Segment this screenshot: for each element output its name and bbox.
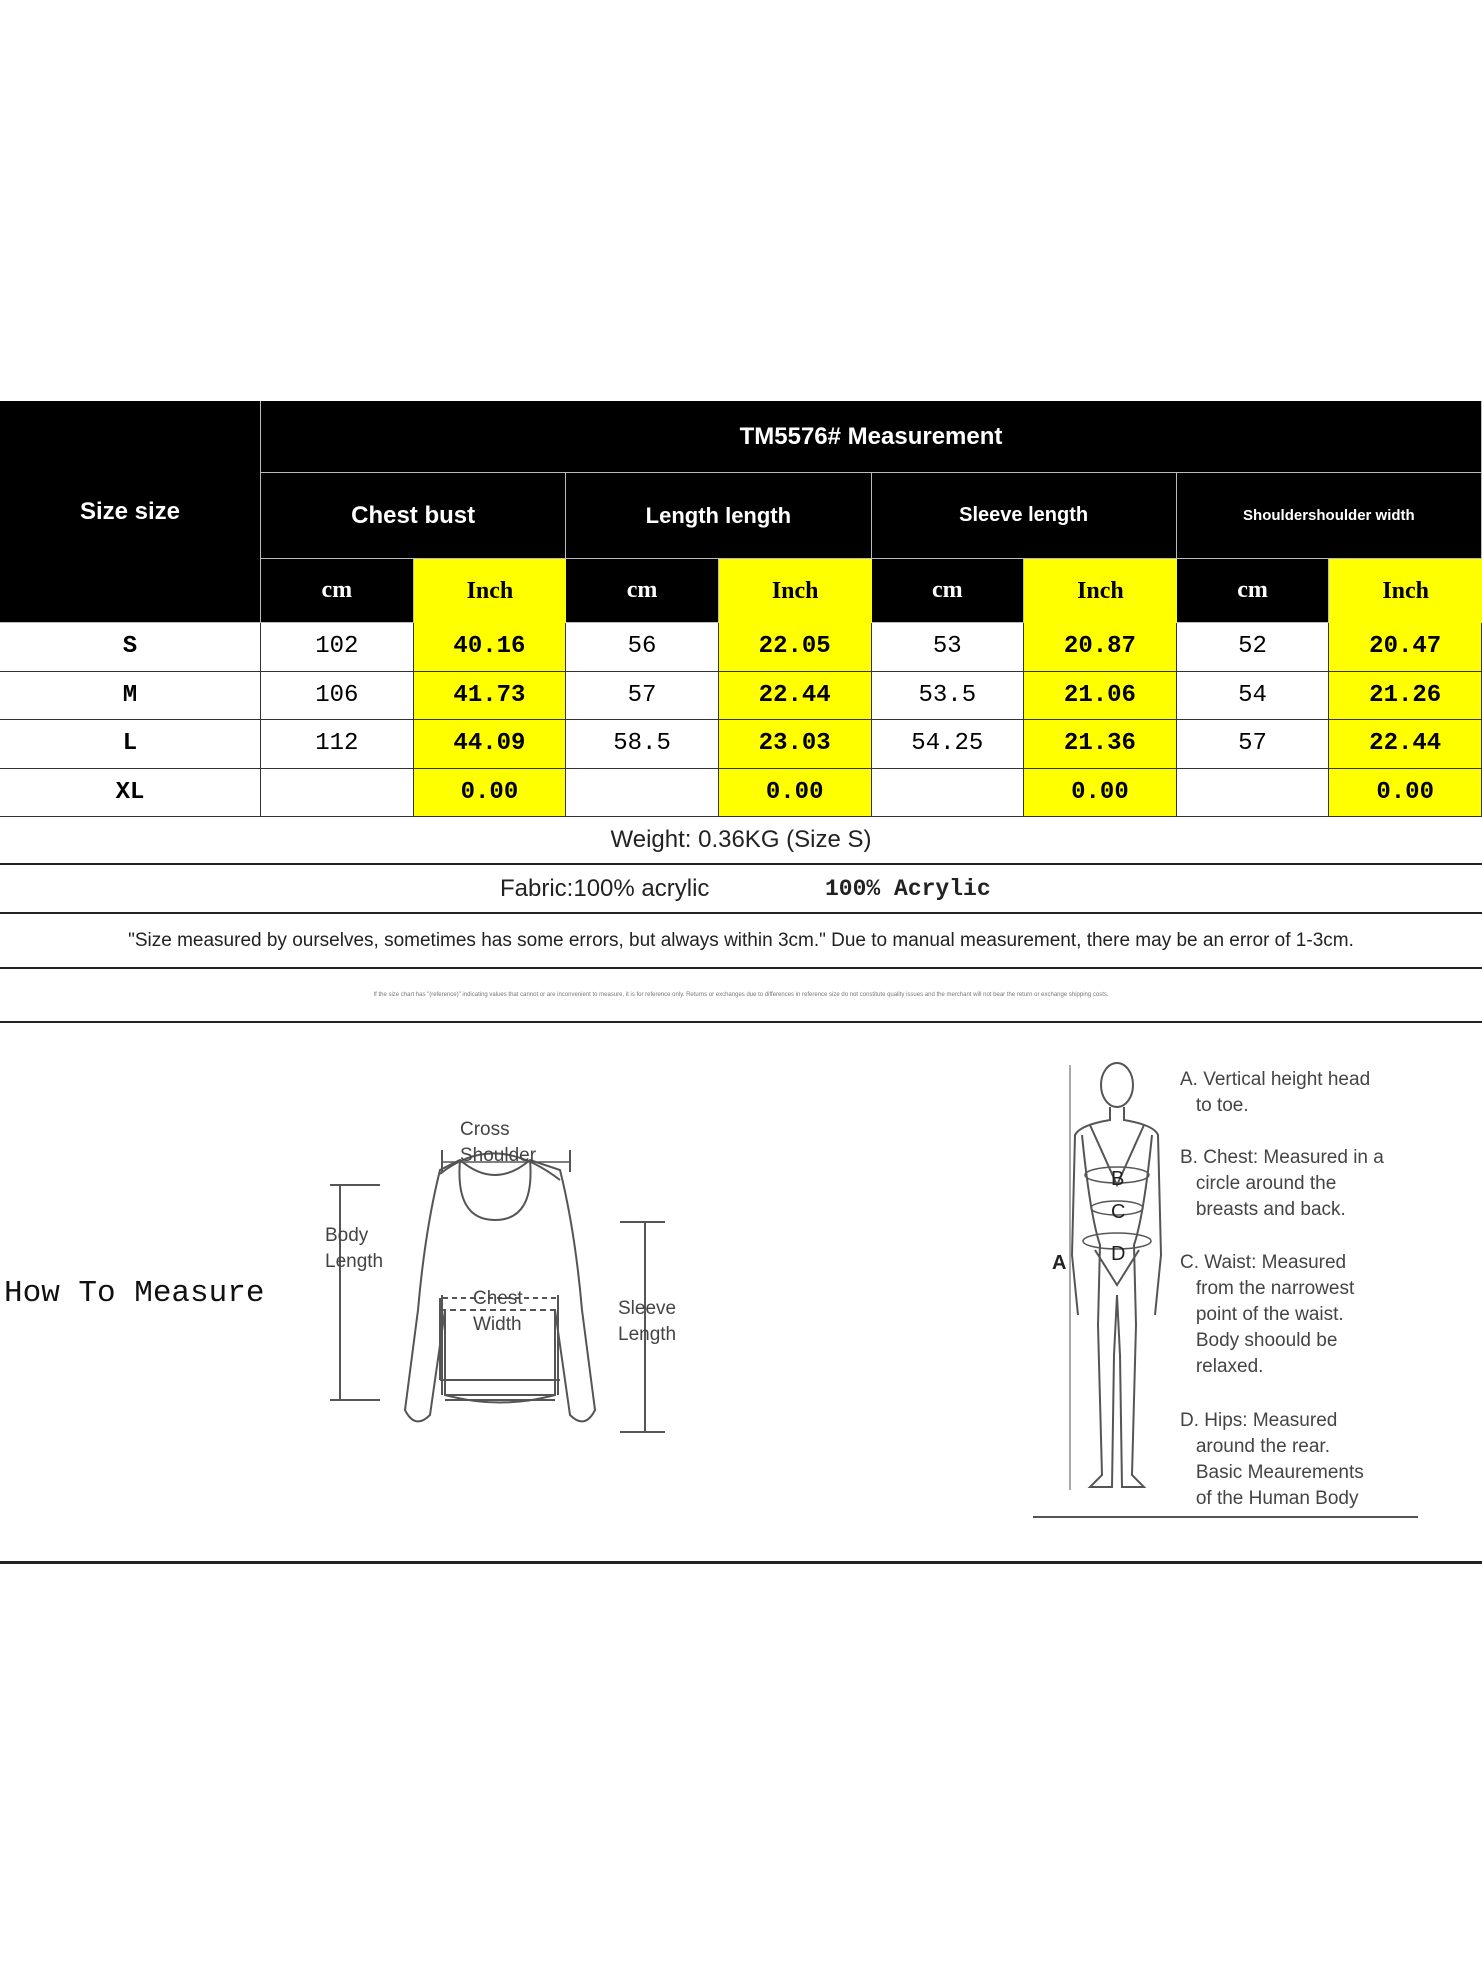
how-to-measure-title: How To Measure [4, 1276, 265, 1311]
value-cell [261, 768, 414, 817]
size-cell: M [0, 671, 261, 720]
value-cell: 21.06 [1024, 671, 1177, 720]
value-cell: 58.5 [566, 720, 719, 769]
value-cell: 106 [261, 671, 414, 720]
weight-row: Weight: 0.36KG (Size S) [0, 816, 1482, 865]
value-cell: 53 [871, 623, 1025, 672]
unit-cm-header: cm [871, 559, 1025, 623]
unit-cm-header: cm [1176, 559, 1330, 623]
value-cell: 20.87 [1024, 623, 1177, 672]
body-diagram-underline [1033, 1516, 1418, 1518]
value-cell: 102 [261, 623, 414, 672]
letter-c: C [1111, 1201, 1126, 1223]
value-cell: 22.05 [718, 623, 872, 672]
letter-a: A [1052, 1252, 1067, 1274]
disclaimer-text: If the size chart has "(reference)" indi… [373, 992, 1109, 998]
disclaimer-row: If the size chart has "(reference)" indi… [0, 969, 1482, 1023]
value-cell: 0.00 [718, 768, 872, 817]
value-cell: 0.00 [413, 768, 567, 817]
column-group-header: Length length [566, 473, 872, 559]
value-cell: 44.09 [413, 720, 567, 769]
body-note-c: C. Waist: Measured from the narrowest po… [1180, 1252, 1355, 1377]
table-title: TM5576# Measurement [261, 401, 1482, 473]
body-length-label: Body Length [325, 1225, 384, 1272]
unit-inch-header: Inch [1024, 559, 1177, 623]
value-cell: 21.26 [1329, 671, 1482, 720]
fabric-text: Fabric:100% acrylic [500, 874, 710, 902]
value-cell: 57 [1176, 720, 1330, 769]
fabric-row: Fabric:100% acrylic 100% Acrylic [0, 865, 1482, 914]
weight-text: Weight: 0.36KG (Size S) [610, 825, 872, 853]
value-cell: 40.16 [413, 623, 567, 672]
value-cell: 56 [566, 623, 719, 672]
body-note-a: A. Vertical height head to toe. [1180, 1069, 1371, 1116]
unit-inch-header: Inch [413, 559, 567, 623]
value-cell: 21.36 [1024, 720, 1177, 769]
sleeve-length-label: Sleeve Length [618, 1298, 677, 1345]
value-cell: 23.03 [718, 720, 872, 769]
size-cell: L [0, 720, 261, 769]
letter-d: D [1111, 1243, 1126, 1265]
value-cell: 0.00 [1329, 768, 1482, 817]
unit-inch-header: Inch [1329, 559, 1482, 623]
unit-cm-header: cm [566, 559, 719, 623]
letter-b: B [1111, 1168, 1125, 1190]
value-cell [566, 768, 719, 817]
body-note-d: D. Hips: Measured around the rear. Basic… [1180, 1410, 1364, 1509]
value-cell: 22.44 [1329, 720, 1482, 769]
column-group-header: Sleeve length [871, 473, 1177, 559]
value-cell: 57 [566, 671, 719, 720]
body-note-b: B. Chest: Measured in a circle around th… [1180, 1147, 1384, 1220]
value-cell: 20.47 [1329, 623, 1482, 672]
human-body-diagram [1069, 1062, 1163, 1490]
value-cell [1176, 768, 1330, 817]
section-bottom-divider [0, 1561, 1482, 1564]
note-text: "Size measured by ourselves, sometimes h… [128, 929, 1354, 951]
unit-inch-header: Inch [718, 559, 872, 623]
unit-cm-header: cm [261, 559, 414, 623]
size-cell: S [0, 623, 261, 672]
cross-shoulder-label: Cross Shoulder [460, 1119, 537, 1166]
value-cell: 53.5 [871, 671, 1025, 720]
value-cell: 41.73 [413, 671, 567, 720]
column-group-header: Chest bust [261, 473, 567, 559]
chest-width-label: Chest Width [473, 1288, 523, 1335]
fabric-alt-text: 100% Acrylic [825, 875, 991, 902]
note-row: "Size measured by ourselves, sometimes h… [0, 914, 1482, 969]
value-cell: 112 [261, 720, 414, 769]
value-cell [871, 768, 1025, 817]
sweater-diagram [330, 1150, 665, 1433]
size-cell: XL [0, 768, 261, 817]
column-group-header: Shouldershoulder width [1176, 473, 1482, 559]
value-cell: 22.44 [718, 671, 872, 720]
value-cell: 54 [1176, 671, 1330, 720]
size-header: Size size [0, 401, 261, 623]
value-cell: 52 [1176, 623, 1330, 672]
value-cell: 0.00 [1024, 768, 1177, 817]
value-cell: 54.25 [871, 720, 1025, 769]
